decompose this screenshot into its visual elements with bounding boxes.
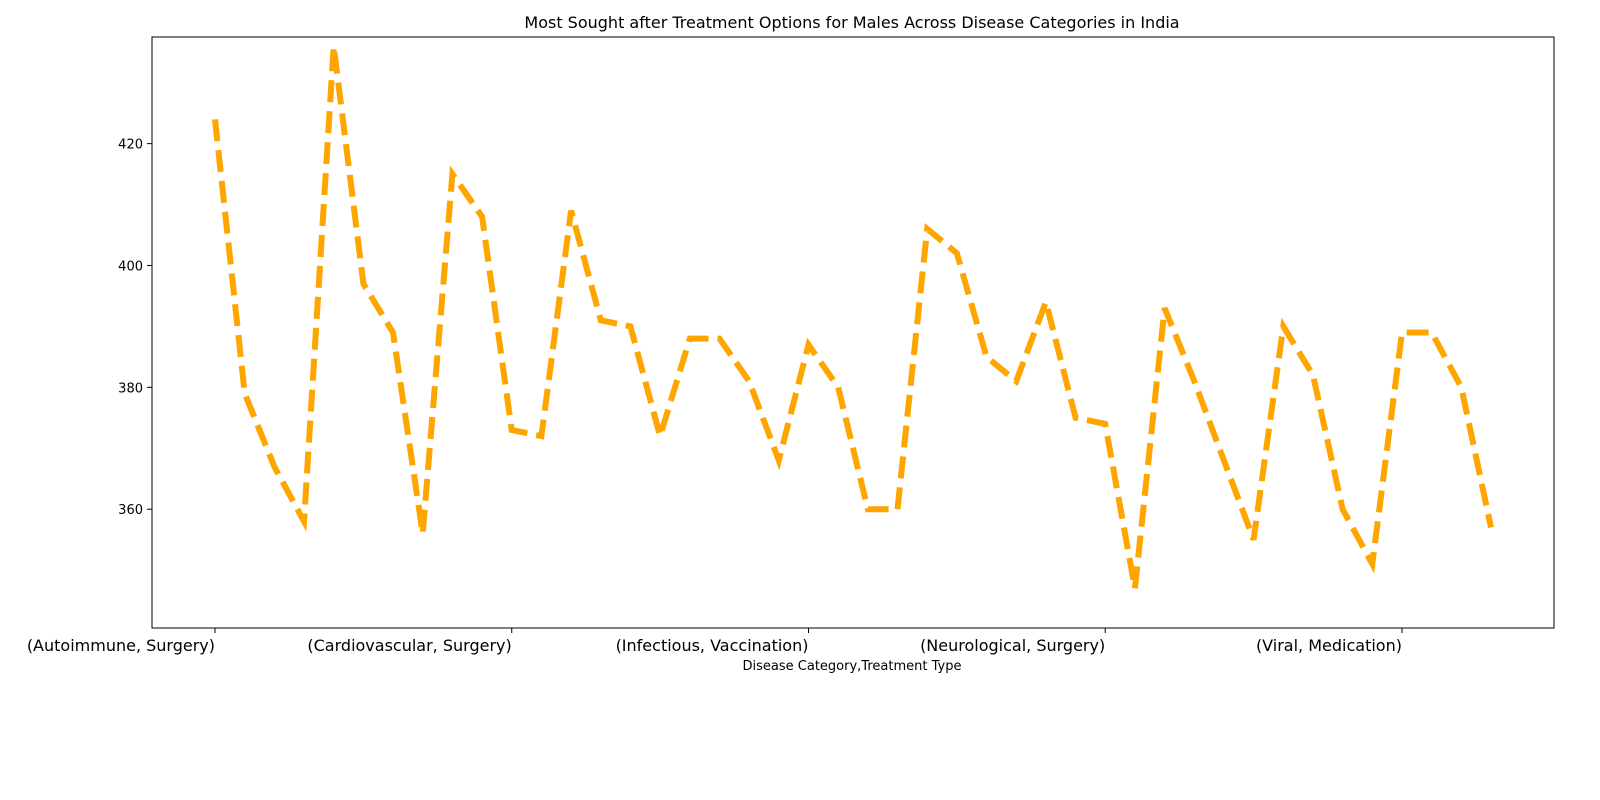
y-tick-label: 400 <box>118 259 143 274</box>
plot-area <box>212 45 1494 589</box>
y-axis: 360 380 400 420 <box>118 138 152 518</box>
x-tick-label: (Cardiovascular, Surgery) <box>307 636 511 655</box>
y-tick-label: 360 <box>118 503 143 518</box>
axes-frame <box>151 36 1555 629</box>
x-axis: (Autoimmune, Surgery) (Cardiovascular, Su… <box>27 628 1403 655</box>
x-tick-label: (Neurological, Surgery) <box>920 636 1105 655</box>
chart-title: Most Sought after Treatment Options for … <box>524 13 1179 32</box>
y-tick-label: 380 <box>118 381 143 396</box>
x-tick-label: (Autoimmune, Surgery) <box>27 636 215 655</box>
x-tick-label: (Viral, Medication) <box>1256 636 1402 655</box>
x-axis-label: Disease Category,Treatment Type <box>743 659 962 674</box>
x-tick-label: (Infectious, Vaccination) <box>616 636 809 655</box>
series-line <box>212 45 1494 589</box>
y-tick-label: 420 <box>118 138 143 153</box>
